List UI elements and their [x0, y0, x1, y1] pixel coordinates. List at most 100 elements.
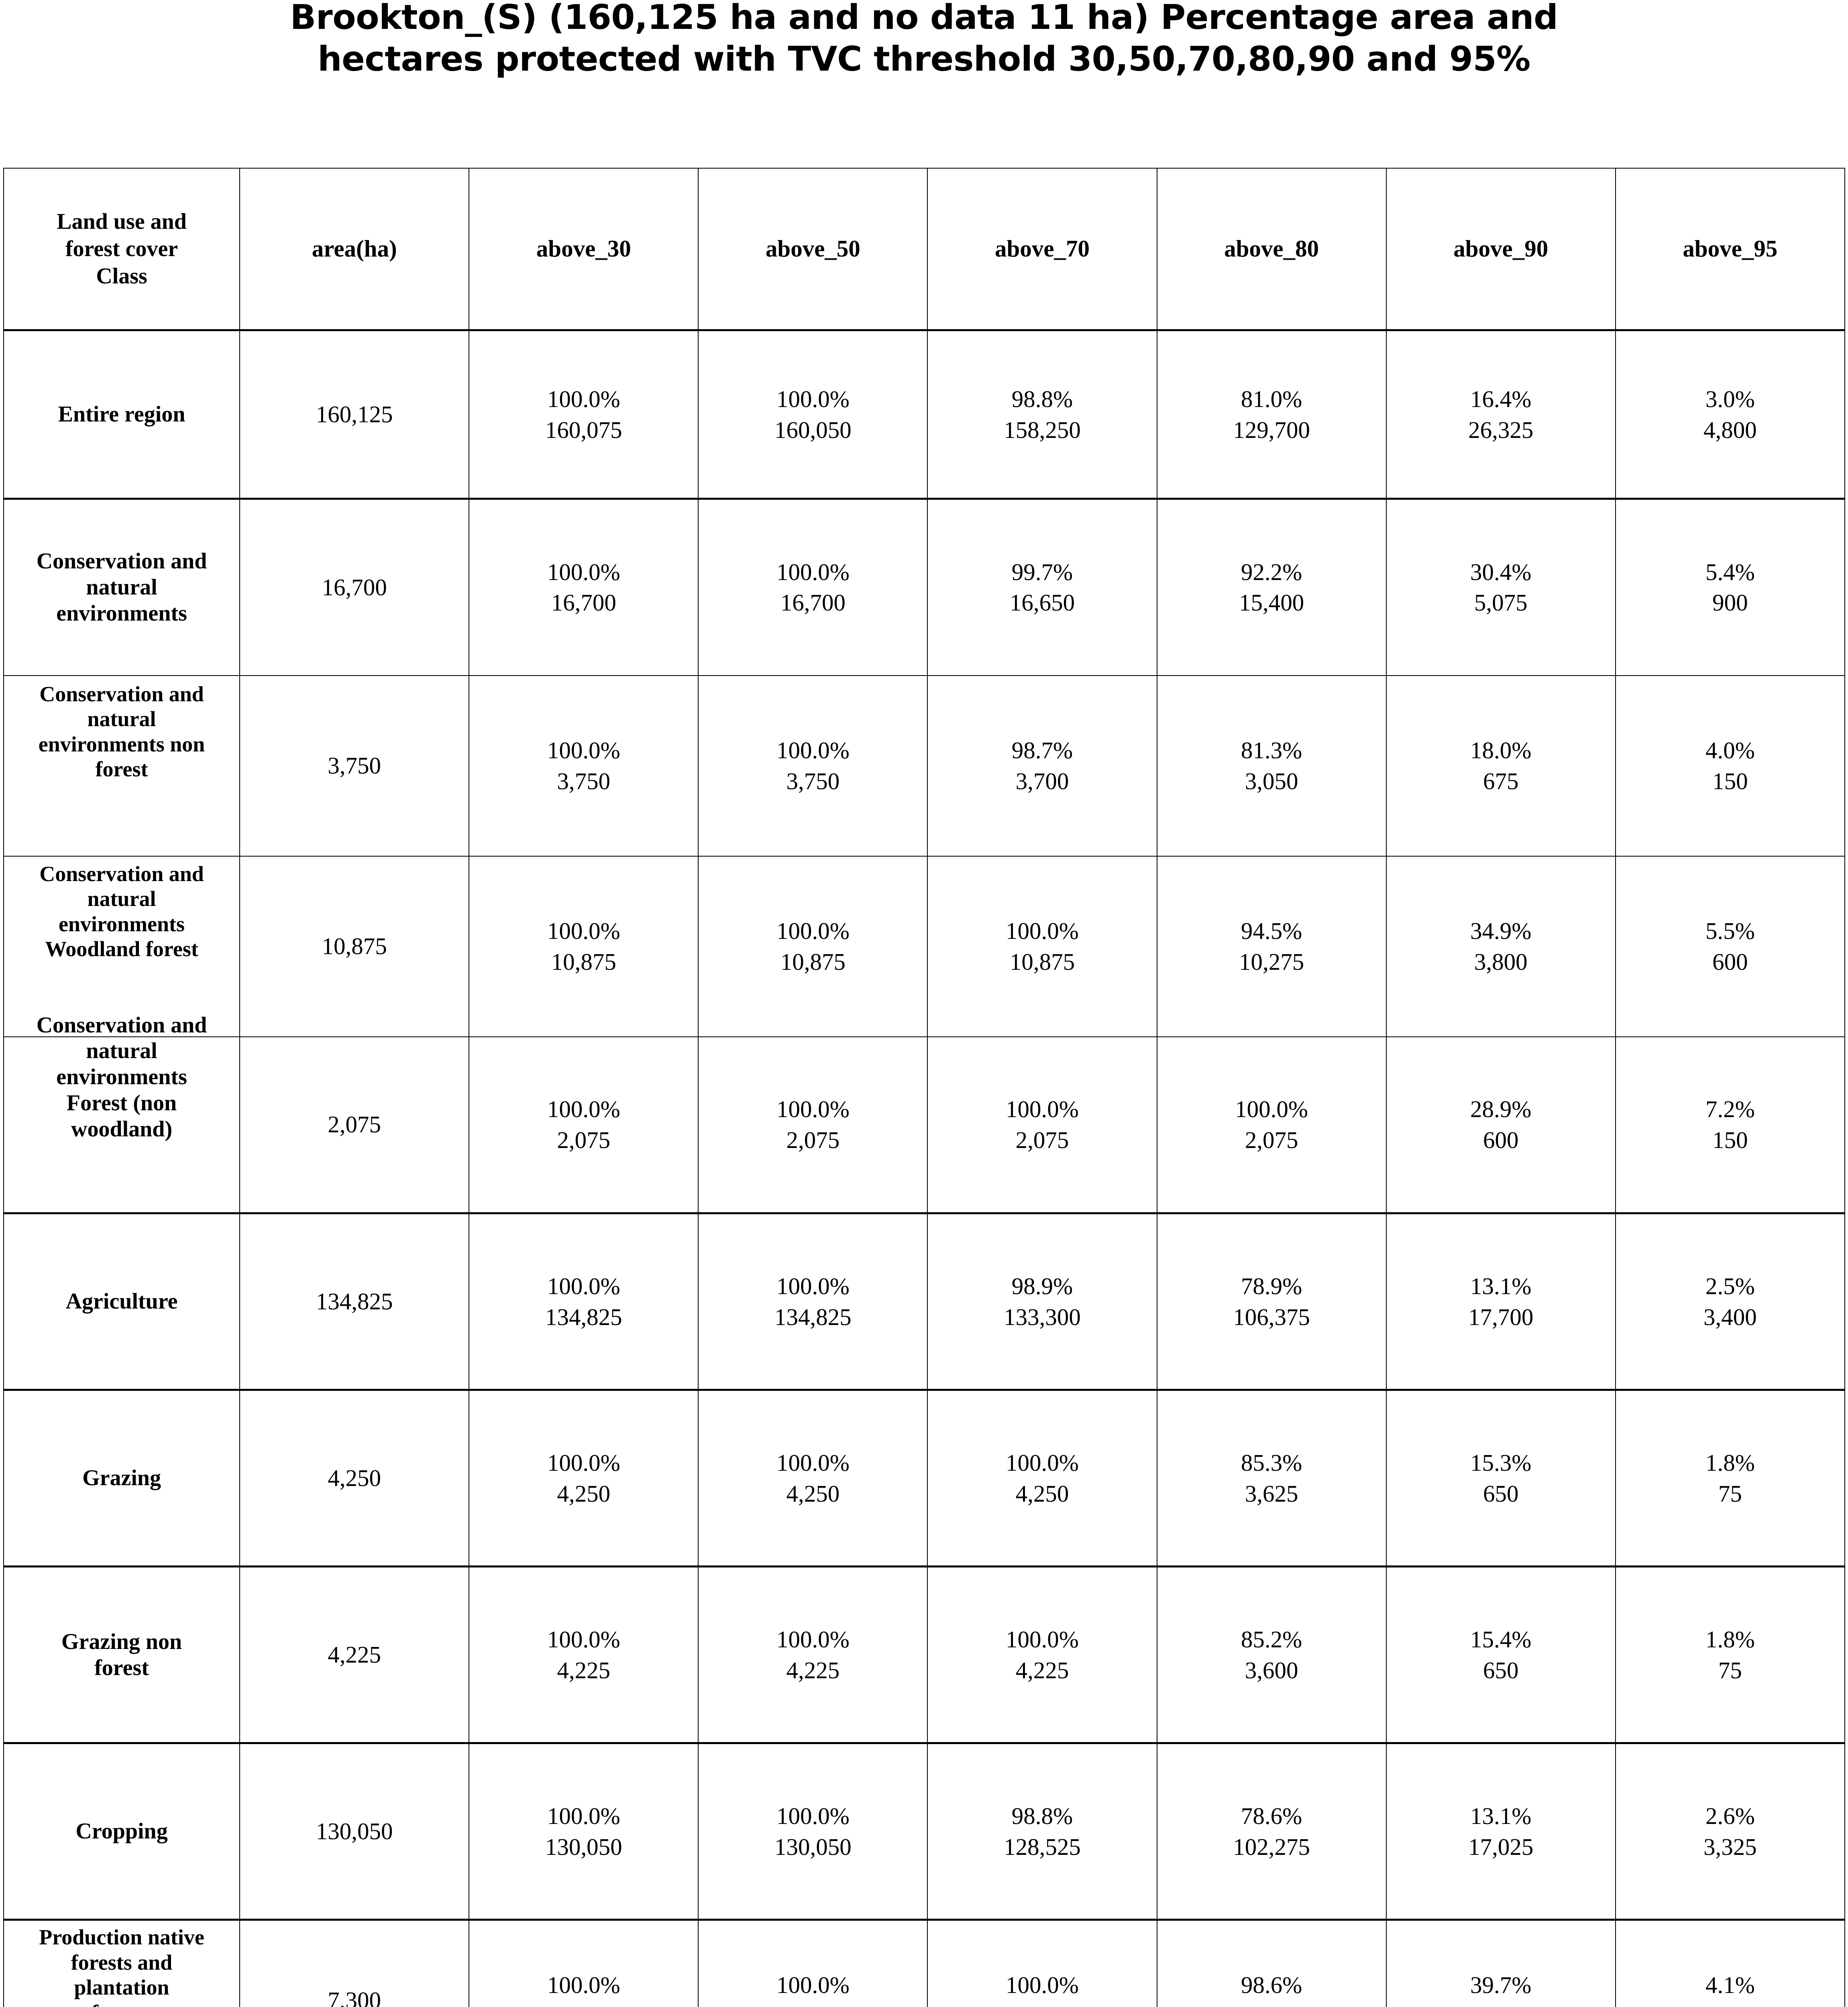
ha-value: 16,700: [551, 589, 616, 616]
row-label-line: natural: [86, 574, 157, 600]
cell-above-95: 1.8% 75: [1615, 1566, 1846, 1744]
pct-value: 34.9%: [1470, 917, 1532, 944]
ha-value: 134,825: [545, 1303, 622, 1330]
cell-above-70: 98.8% 128,525: [927, 1742, 1157, 1921]
cell-above-80: 85.2% 3,600: [1156, 1566, 1387, 1744]
pct-value: 78.6%: [1241, 1802, 1302, 1829]
ha-value: 75: [1718, 1657, 1742, 1683]
row-label-line: natural: [87, 887, 156, 911]
column-header-above-80: above_80: [1156, 168, 1387, 331]
pct-value: 1.8%: [1705, 1626, 1755, 1653]
cell-above-50: 100.0% 2,075: [698, 1036, 928, 1214]
pct-value: 98.7%: [1011, 737, 1073, 763]
ha-value: 16,650: [1009, 589, 1075, 616]
pct-value: 15.4%: [1470, 1626, 1532, 1653]
row-label-conservation-forest-non-woodland: Conservation and natural environments Fo…: [3, 1013, 240, 1214]
ha-value: 4,250: [557, 1480, 611, 1507]
cell-above-50: 100.0% 10,875: [698, 855, 928, 1037]
cell-above-70: 100.0% 4,250: [927, 1389, 1157, 1567]
table-body: Entire region 160,125 100.0% 160,075 100.…: [3, 330, 1846, 2007]
cell-above-80: 85.3% 3,625: [1156, 1389, 1387, 1567]
column-header-area: area(ha): [239, 168, 470, 331]
ha-value: 3,750: [557, 767, 611, 794]
table-row: Conservation and natural environments Fo…: [3, 1013, 1846, 1214]
ha-value: 5,075: [1474, 589, 1528, 616]
ha-value: 7,300: [469, 2000, 698, 2007]
column-header-above-30: above_30: [469, 168, 699, 331]
pct-value: 100.0%: [1006, 1096, 1079, 1123]
ha-value: 2,075: [786, 1126, 840, 1153]
ha-value: 10,275: [1239, 948, 1304, 975]
table-row: Agriculture 134,825 100.0% 134,825 100.0%…: [3, 1213, 1846, 1391]
cell-above-90: 15.3% 650: [1385, 1389, 1616, 1567]
row-label-conservation-woodland-forest: Conservation and natural environments Wo…: [3, 855, 240, 1037]
cell-above-90: 16.4% 26,325: [1385, 330, 1616, 500]
pct-value: 92.2%: [1241, 558, 1302, 585]
cell-above-50: 100.0% 160,050: [698, 330, 928, 500]
cell-area: 2,075: [239, 1036, 470, 1214]
pct-value: 100.0%: [547, 737, 620, 763]
ha-value: 4,800: [1703, 416, 1757, 443]
ha-value: 7,300: [928, 2000, 1156, 2007]
row-label-line: Woodland forest: [45, 937, 198, 961]
pct-value: 99.7%: [1011, 558, 1073, 585]
row-label-grazing-non-forest: Grazing non forest: [3, 1566, 240, 1744]
ha-value: 300: [1616, 2000, 1844, 2007]
row-label-line: natural: [87, 707, 156, 731]
cell-above-90: 13.1% 17,700: [1385, 1213, 1616, 1391]
pct-value: 100.0%: [1006, 1626, 1079, 1653]
cell-above-80: 78.6% 102,275: [1156, 1742, 1387, 1921]
cell-above-70: 100.0% 2,075: [927, 1036, 1157, 1214]
pct-value: 2.5%: [1705, 1272, 1755, 1299]
cell-above-70: 98.7% 3,700: [927, 675, 1157, 857]
ha-value: 2,075: [1245, 1126, 1298, 1153]
ha-value: 17,025: [1468, 1833, 1534, 1860]
ha-value: 26,325: [1468, 416, 1534, 443]
column-header-above-90: above_90: [1385, 168, 1616, 331]
row-label-production-native-forests: Production native forests and plantation…: [3, 1919, 240, 2007]
land-use-protection-table: Land use and forest cover Class area(ha)…: [3, 168, 1846, 2007]
pct-value: 13.1%: [1470, 1802, 1532, 1829]
cell-above-50: 100.0% 3,750: [698, 675, 928, 857]
page-title-line-2: hectares protected with TVC threshold 30…: [318, 39, 1530, 79]
row-label-conservation-non-forest: Conservation and natural environments no…: [3, 675, 240, 857]
row-label-line: Entire region: [58, 402, 185, 427]
pct-value: 100.0%: [547, 1096, 620, 1123]
pct-value: 100.0%: [776, 558, 850, 585]
row-label-line: Conservation and: [36, 548, 207, 574]
cell-above-95: 4.1% 300: [1615, 1919, 1846, 2007]
column-header-above-70: above_70: [927, 168, 1157, 331]
pct-value: 100.0%: [776, 1971, 850, 1998]
pct-value: 18.0%: [1470, 737, 1532, 763]
pct-value: 5.4%: [1705, 558, 1755, 585]
ha-value: 600: [1712, 948, 1748, 975]
ha-value: 10,875: [780, 948, 846, 975]
table-header: Land use and forest cover Class area(ha)…: [3, 168, 1846, 331]
pct-value: 100.0%: [776, 385, 850, 412]
cell-above-80: 92.2% 15,400: [1156, 498, 1387, 676]
cell-above-30: 100.0% 3,750: [469, 675, 699, 857]
pct-value: 100.0%: [547, 1626, 620, 1653]
pct-value: 100.0%: [547, 385, 620, 412]
pct-value: 94.5%: [1241, 917, 1302, 944]
row-label-line: woodland): [71, 1117, 173, 1142]
row-label-line: natural: [86, 1038, 157, 1064]
row-label-line: Grazing non: [61, 1629, 182, 1654]
cell-above-95: 3.0% 4,800: [1615, 330, 1846, 500]
pct-value: 28.9%: [1470, 1096, 1532, 1123]
ha-value: 4,250: [786, 1480, 840, 1507]
data-table-container: Land use and forest cover Class area(ha)…: [3, 168, 1846, 2007]
ha-value: 16,700: [780, 589, 846, 616]
ha-value: 7,300: [699, 2000, 927, 2007]
cell-above-90: 15.4% 650: [1385, 1566, 1616, 1744]
class-header-line-3: Class: [96, 264, 147, 289]
ha-value: 128,525: [1004, 1833, 1081, 1860]
pct-value: 16.4%: [1470, 385, 1532, 412]
cell-above-90: 18.0% 675: [1385, 675, 1616, 857]
table-row: Cropping 130,050 100.0% 130,050 100.0% 130…: [3, 1742, 1846, 1921]
row-label-line: environments: [59, 912, 185, 936]
ha-value: 3,625: [1245, 1480, 1298, 1507]
ha-value: 600: [1483, 1126, 1519, 1153]
ha-value: 160,050: [774, 416, 852, 443]
